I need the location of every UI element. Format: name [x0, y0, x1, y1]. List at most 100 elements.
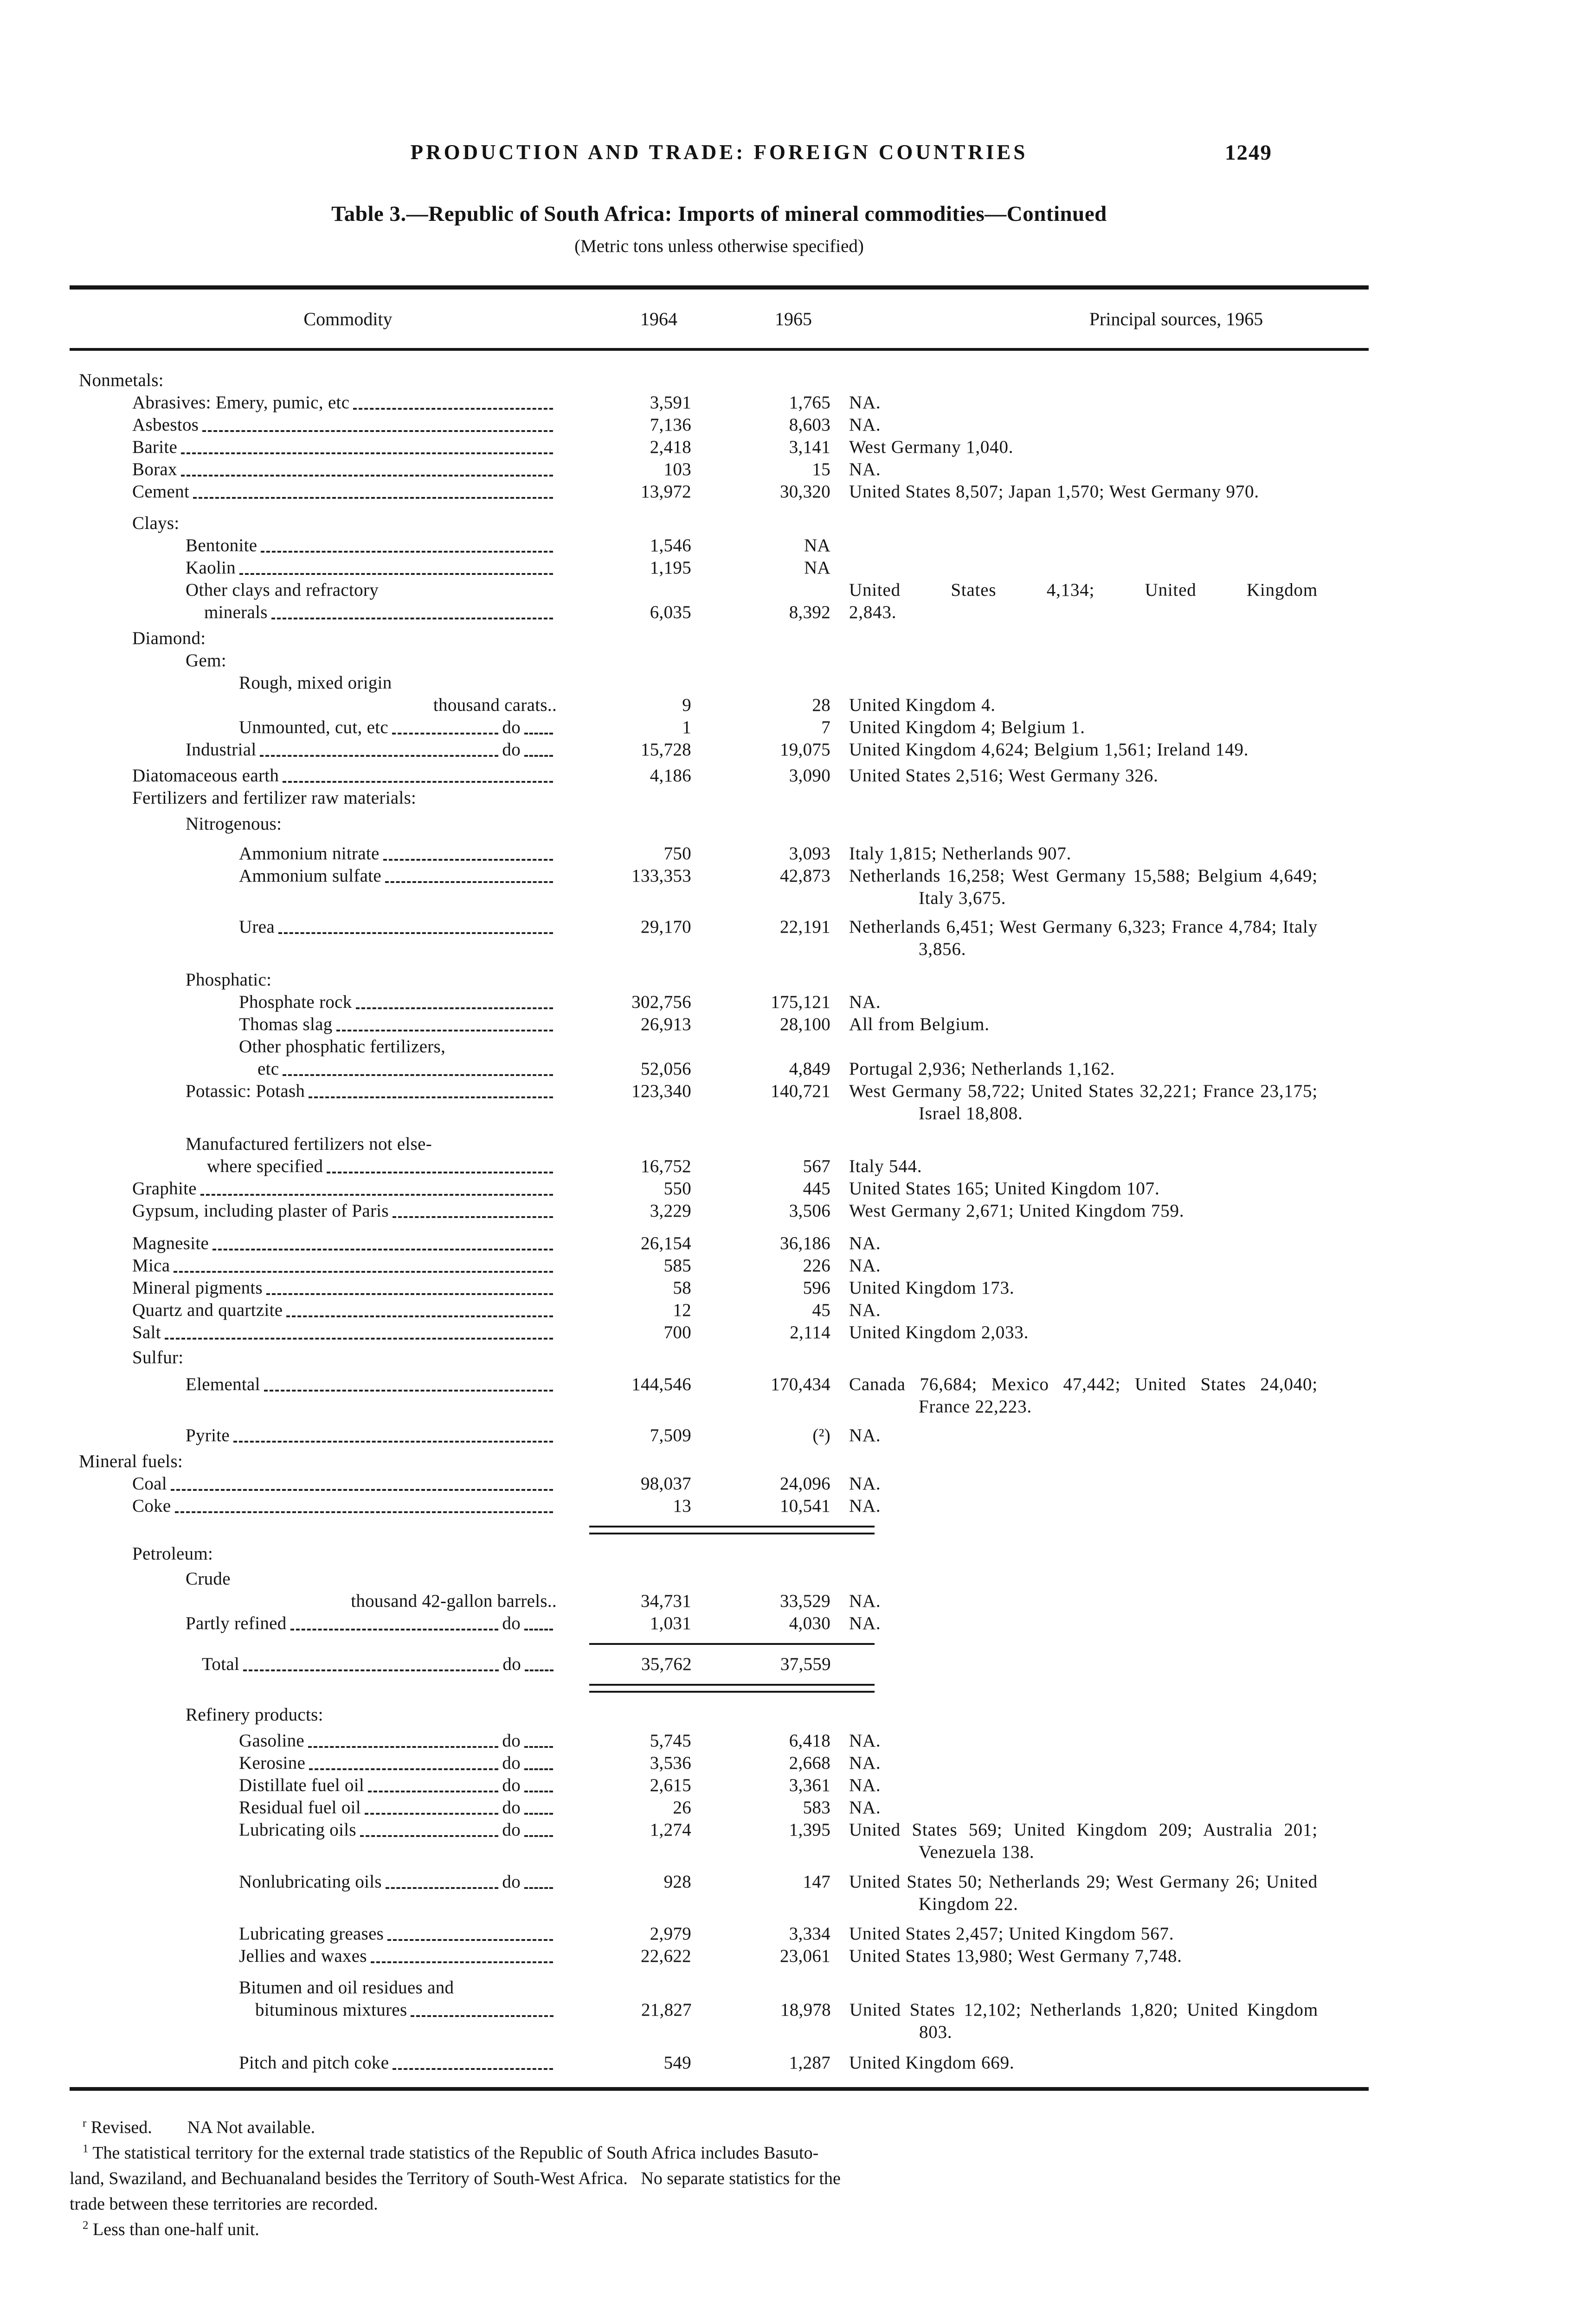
value-1965: 1,395 [789, 1820, 830, 1840]
leader-dots [524, 1887, 553, 1889]
unit-label: do [502, 1775, 521, 1795]
footnote-marker: 2 [83, 2219, 89, 2232]
value-1965: 140,721 [771, 1081, 830, 1101]
table-row: Cement 13,972 30,320 United States 8,507; J… [70, 481, 1369, 503]
value-1965: NA [804, 535, 830, 555]
value-1964: 750 [663, 844, 691, 864]
table-bottom-rule [70, 2087, 1369, 2091]
principal-sources-cell: NA. [849, 1425, 881, 1445]
value-1964: 13 [673, 1496, 691, 1516]
value-1965: 445 [803, 1179, 830, 1199]
principal-sources-cell: Netherlands 6,451; West Germany 6,323; F… [849, 917, 1318, 959]
section-label: Fertilizers and fertilizer raw materials… [132, 788, 417, 808]
commodity-label: Asbestos [132, 415, 199, 435]
unit-label: do [502, 1731, 521, 1751]
commodity-label: Phosphate rock [239, 992, 352, 1012]
leader-dots [181, 452, 553, 454]
table-row: Pyrite 7,509 (²) NA. [70, 1424, 1369, 1447]
leader-dots [367, 1791, 499, 1792]
commodity-label: Gasoline [239, 1731, 305, 1751]
value-1965: 15 [812, 459, 830, 479]
section-row: Refinery products: [70, 1704, 1369, 1726]
value-1964: 26,154 [640, 1233, 691, 1253]
leader-dots [164, 1338, 553, 1340]
value-1965: 2,668 [789, 1753, 830, 1773]
table-mid-rule [589, 1684, 875, 1693]
commodity-label: Residual fuel oil [239, 1798, 361, 1817]
value-1965: 583 [803, 1798, 830, 1817]
leader-dots [327, 1172, 553, 1173]
commodity-label: Abrasives: Emery, pumic, etc [132, 393, 350, 412]
section-label: Refinery products: [186, 1705, 323, 1725]
principal-sources-cell: West Germany 1,040. [849, 437, 1014, 457]
commodity-label: Jellies and waxes [239, 1946, 367, 1966]
table-row: Elemental 144,546 170,434 Canada 76,684; Me… [70, 1373, 1369, 1418]
commodity-cell: Gasoline do [239, 1730, 557, 1752]
commodity-label: minerals [204, 602, 268, 622]
commodity-cell: thousand 42-gallon barrels.. [79, 1590, 557, 1612]
leader-dots [266, 1293, 553, 1295]
table-row: Total do 35,762 37,559 [70, 1653, 1369, 1676]
value-1964: 103 [663, 459, 691, 479]
commodity-cell: Pitch and pitch coke [239, 2052, 557, 2074]
section-label: Phosphatic: [186, 970, 272, 990]
value-1965: 3,093 [789, 844, 830, 864]
section-row: Sulfur: [70, 1347, 1369, 1369]
principal-sources-cell: United States 13,980; West Germany 7,748… [849, 1946, 1182, 1966]
commodity-cell: Fertilizers and fertilizer raw materials… [132, 787, 557, 809]
commodity-label: Borax [132, 459, 177, 479]
commodity-label-continued: Crude [186, 1569, 231, 1589]
section-row: Gem: [70, 650, 1369, 672]
leader-dots [239, 573, 553, 575]
value-1964: 1,031 [650, 1613, 691, 1633]
commodity-cell: Elemental [186, 1373, 557, 1396]
section-label: Sulfur: [132, 1347, 184, 1367]
commodity-cell: Petroleum: [132, 1543, 557, 1565]
value-1965: 24,096 [779, 1474, 830, 1494]
value-1964: 4,186 [650, 766, 691, 786]
column-header-1965: 1965 [775, 308, 812, 329]
principal-sources-cell: Italy 1,815; Netherlands 907. [849, 844, 1072, 864]
commodity-cell: Nitrogenous: [186, 813, 557, 835]
commodity-label: Bentonite [186, 535, 257, 555]
commodity-label: Salt [132, 1322, 161, 1342]
principal-sources-cell: Portugal 2,936; Netherlands 1,162. [849, 1059, 1115, 1079]
commodity-cell: Cement [132, 481, 557, 503]
table-subtitle: (Metric tons unless otherwise specified) [574, 236, 864, 256]
section-label: Nitrogenous: [186, 814, 282, 834]
value-1965: 8,392 [789, 602, 830, 622]
commodity-cell: Urea [239, 916, 557, 938]
table-row: Urea 29,170 22,191 Netherlands 6,451; West … [70, 916, 1369, 960]
commodity-cell: Mineral fuels: [79, 1450, 557, 1473]
commodity-cell: Phosphatic: [186, 969, 557, 991]
table-mid-rule [589, 1526, 875, 1534]
leader-dots [524, 755, 553, 757]
commodity-cell: Bentonite [186, 535, 557, 557]
leader-dots [387, 1939, 553, 1941]
commodity-cell: Thomas slag [239, 1013, 557, 1036]
commodity-cell: Residual fuel oil do [239, 1797, 557, 1819]
commodity-cell: Lubricating oils do [239, 1819, 557, 1841]
section-row: Mineral fuels: [70, 1450, 1369, 1473]
value-1964: 928 [663, 1872, 691, 1892]
value-1964: 12 [673, 1300, 691, 1320]
commodity-label: Unmounted, cut, etc [239, 717, 388, 737]
principal-sources-cell: West Germany 2,671; United Kingdom 759. [849, 1201, 1184, 1221]
table-row: Other phosphatic fertilizers, [70, 1036, 1369, 1058]
document-page: PRODUCTION AND TRADE: FOREIGN COUNTRIES … [70, 0, 1369, 2243]
value-1964: 7,136 [650, 415, 691, 435]
commodity-cell: Partly refined do [186, 1612, 557, 1635]
commodity-label: Mineral pigments [132, 1278, 263, 1298]
leader-dots [411, 2015, 553, 2017]
value-1964: 16,752 [640, 1156, 691, 1176]
commodity-label: Cement [132, 482, 190, 502]
footnote-marker: r [83, 2117, 87, 2130]
value-1964: 585 [663, 1256, 691, 1276]
running-head: PRODUCTION AND TRADE: FOREIGN COUNTRIES [410, 141, 1028, 164]
value-1964: 13,972 [640, 482, 691, 502]
column-header-commodity: Commodity [303, 308, 393, 329]
commodity-cell: Ammonium nitrate [239, 843, 557, 865]
footnote-text: land, Swaziland, and Bechuanaland beside… [70, 2169, 841, 2188]
value-1964: 1 [682, 717, 691, 737]
value-1964: 6,035 [650, 602, 691, 622]
